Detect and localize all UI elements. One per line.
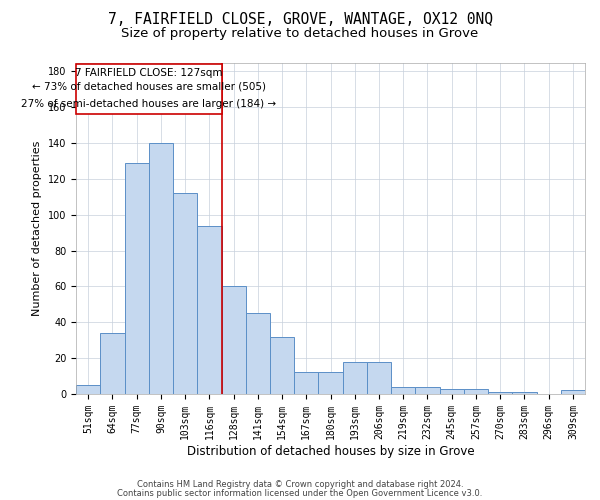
Bar: [221, 286, 246, 394]
Bar: [488, 392, 512, 394]
Bar: [76, 385, 100, 394]
Bar: [319, 372, 343, 394]
Text: Size of property relative to detached houses in Grove: Size of property relative to detached ho…: [121, 28, 479, 40]
Bar: [197, 226, 221, 394]
Bar: [415, 387, 440, 394]
Text: 7 FAIRFIELD CLOSE: 127sqm: 7 FAIRFIELD CLOSE: 127sqm: [75, 68, 223, 78]
Y-axis label: Number of detached properties: Number of detached properties: [32, 140, 43, 316]
X-axis label: Distribution of detached houses by size in Grove: Distribution of detached houses by size …: [187, 444, 475, 458]
Bar: [512, 392, 536, 394]
Bar: [343, 362, 367, 394]
Bar: [125, 163, 149, 394]
Bar: [464, 388, 488, 394]
Bar: [100, 333, 125, 394]
Text: Contains public sector information licensed under the Open Government Licence v3: Contains public sector information licen…: [118, 489, 482, 498]
Bar: [270, 336, 294, 394]
Bar: [440, 388, 464, 394]
Bar: [391, 387, 415, 394]
Bar: [294, 372, 319, 394]
Text: 7, FAIRFIELD CLOSE, GROVE, WANTAGE, OX12 0NQ: 7, FAIRFIELD CLOSE, GROVE, WANTAGE, OX12…: [107, 12, 493, 28]
Bar: [367, 362, 391, 394]
FancyBboxPatch shape: [76, 64, 221, 114]
Bar: [149, 143, 173, 394]
Text: 27% of semi-detached houses are larger (184) →: 27% of semi-detached houses are larger (…: [21, 98, 277, 108]
Text: ← 73% of detached houses are smaller (505): ← 73% of detached houses are smaller (50…: [32, 82, 266, 92]
Text: Contains HM Land Registry data © Crown copyright and database right 2024.: Contains HM Land Registry data © Crown c…: [137, 480, 463, 489]
Bar: [561, 390, 585, 394]
Bar: [246, 314, 270, 394]
Bar: [173, 194, 197, 394]
